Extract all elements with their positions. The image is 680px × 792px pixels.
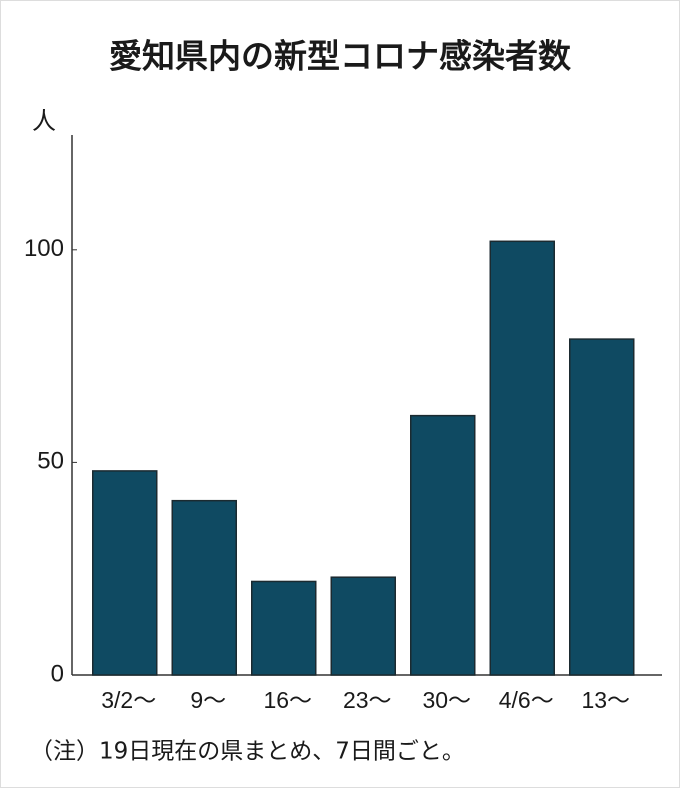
bar [251,580,317,676]
x-tick-label: 13〜 [581,687,630,713]
chart-title: 愛知県内の新型コロナ感染者数 [109,37,572,76]
y-unit: 人 [32,107,56,135]
x-tick-label: 16〜 [263,687,312,713]
bar [489,240,555,676]
y-tick-label: 50 [37,448,64,475]
x-tick-label: 9〜 [190,687,226,713]
y-tick-label: 0 [51,660,64,687]
x-tick-label: 30〜 [422,687,471,713]
bar [171,499,237,676]
x-tick-label: 3/2〜 [101,687,156,713]
x-tick-label: 4/6〜 [499,687,554,713]
y-tick-label: 100 [24,235,64,262]
note: （注）19日現在の県まとめ、7日間ごと。 [30,739,465,765]
bar [330,576,396,676]
bar [569,338,635,676]
x-tick-label: 23〜 [343,687,392,713]
bar [410,414,476,676]
bar [92,470,158,676]
